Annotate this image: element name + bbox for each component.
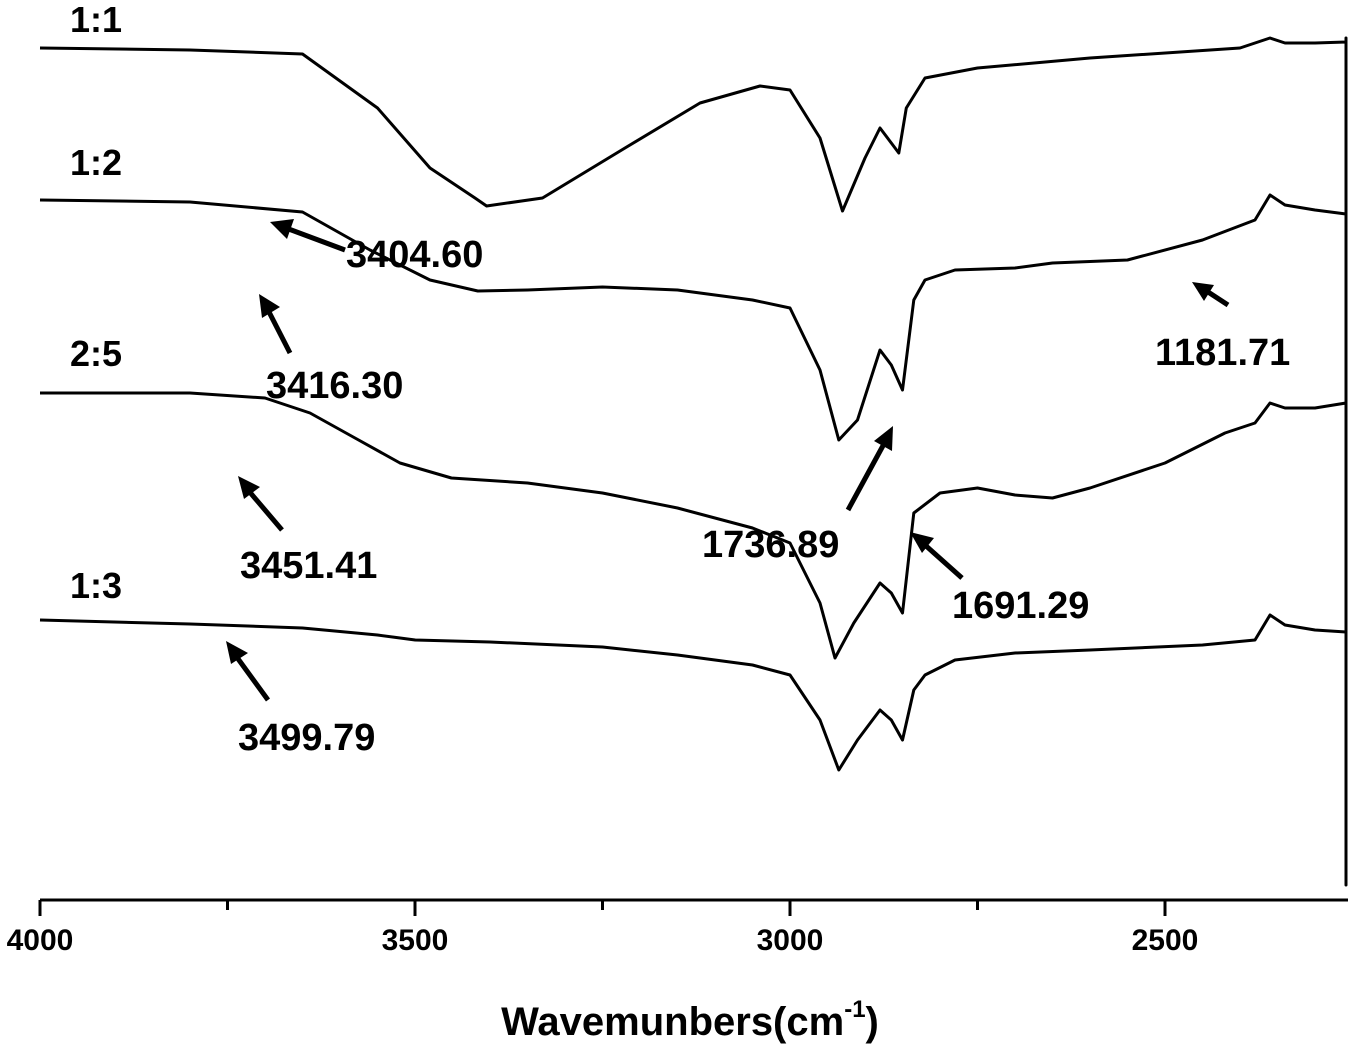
arrow-3451-41 (246, 488, 284, 532)
series-labels: 1:1 1:2 2:5 1:3 (70, 0, 122, 606)
trace-1-2 (39, 180, 1348, 512)
annotation-3499-79: 3499.79 (238, 717, 375, 759)
arrow-3499-79 (233, 654, 271, 702)
annotation-arrows (226, 219, 1230, 702)
arrowhead-3499-79 (226, 641, 248, 664)
arrowhead-1691-29 (910, 532, 934, 553)
tick-label-3000: 3000 (757, 924, 824, 957)
tick-label-2500: 2500 (1132, 924, 1199, 957)
trace-1-1 (39, 36, 1348, 250)
annotation-1181-71: 1181.71 (1155, 332, 1290, 374)
annotation-1736-89: 1736.89 (702, 524, 839, 566)
x-axis-tick-labels: 4000 3500 3000 2500 2000 1500 1000 (7, 924, 1199, 957)
annotation-labels: 3404.60 3416.30 1181.71 3451.41 1736.89 … (238, 234, 1290, 759)
series-label-1-3: 1:3 (70, 565, 122, 606)
arrow-3416-30 (265, 308, 293, 355)
trace-2-5 (40, 371, 1348, 660)
x-axis-label-sup: -1 (844, 996, 865, 1023)
arrowhead-1736-89 (874, 426, 893, 451)
series-label-2-5: 2:5 (70, 333, 122, 374)
arrow-1691-29 (923, 543, 964, 580)
annotation-1691-29: 1691.29 (952, 585, 1089, 627)
series-label-1-1: 1:1 (70, 0, 122, 40)
tick-label-3500: 3500 (382, 924, 449, 957)
x-axis-label-main: Wavemunbers(cm (501, 1000, 844, 1044)
x-axis: 4000 3500 3000 2500 2000 1500 1000 Wavem… (7, 898, 1348, 1044)
arrowhead-1181-71 (1192, 282, 1214, 301)
trace-1-3 (39, 600, 1348, 887)
arrow-1736-89 (845, 440, 888, 512)
arrow-3404-60 (285, 225, 346, 253)
x-axis-label-end: ) (866, 1000, 879, 1044)
arrowhead-3404-60 (270, 219, 294, 239)
arrowhead-3416-30 (259, 294, 280, 318)
annotation-3451-41: 3451.41 (240, 545, 377, 587)
arrowhead-3451-41 (238, 476, 260, 499)
tick-label-4000: 4000 (7, 924, 74, 957)
traces (39, 36, 1348, 887)
annotation-3416-30: 3416.30 (266, 365, 403, 407)
x-axis-label: Wavemunbers(cm-1) (501, 996, 879, 1044)
series-label-1-2: 1:2 (70, 142, 122, 183)
annotation-3404-60: 3404.60 (346, 234, 483, 276)
x-axis-ticks (38, 900, 1167, 916)
